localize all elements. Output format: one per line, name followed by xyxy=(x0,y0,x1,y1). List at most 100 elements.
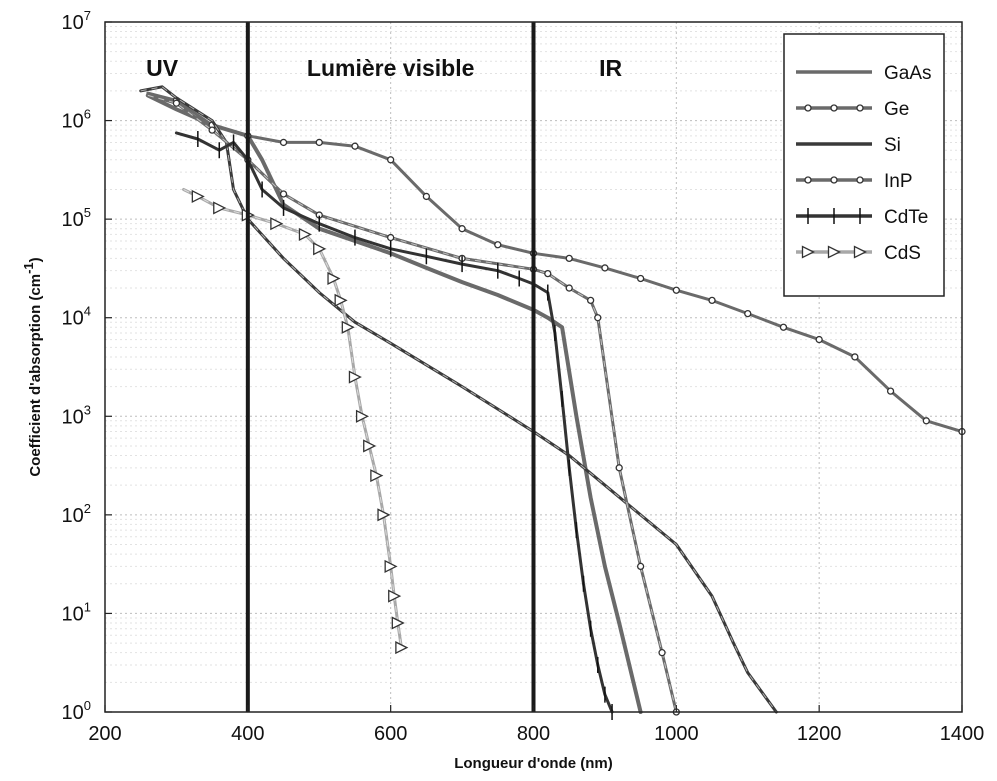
series-marker-circle xyxy=(744,309,752,318)
y-tick-exponent: 0 xyxy=(84,698,91,713)
legend-item-inp: InP xyxy=(796,171,913,192)
region-label: UV xyxy=(146,55,179,81)
series-line-dash xyxy=(147,94,677,713)
y-tick-label: 103 xyxy=(62,402,91,428)
series-marker-triangle xyxy=(370,469,384,483)
series-marker-circle xyxy=(544,269,552,278)
y-tick-exponent: 2 xyxy=(84,501,91,516)
series-line xyxy=(145,93,643,714)
x-tick-label: 400 xyxy=(231,723,264,745)
y-tick-base: 10 xyxy=(62,702,84,724)
region-label: IR xyxy=(599,55,622,81)
region-dividers xyxy=(245,22,536,712)
series-marker-circle xyxy=(636,562,645,571)
x-tick-label: 1000 xyxy=(654,723,699,745)
series-marker-circle xyxy=(672,286,680,294)
legend-item-ge: Ge xyxy=(796,99,909,120)
series-marker-circle xyxy=(708,296,716,305)
series-gaas xyxy=(145,93,643,714)
series-marker-circle xyxy=(387,156,395,164)
series-marker-triangle xyxy=(395,641,409,655)
series-marker-circle xyxy=(636,274,645,283)
series-line xyxy=(146,91,964,434)
x-tick-label: 1400 xyxy=(940,723,985,745)
y-tick-label: 100 xyxy=(62,698,91,724)
y-tick-base: 10 xyxy=(62,603,84,625)
y-tick-exponent: 1 xyxy=(84,599,91,614)
series-inp xyxy=(146,93,680,716)
x-axis-title: Longueur d'onde (nm) xyxy=(454,755,613,772)
series-marker-circle xyxy=(779,323,788,331)
series-marker-triangle xyxy=(341,320,355,334)
y-tick-label: 104 xyxy=(62,304,91,330)
legend-label: GaAs xyxy=(884,63,932,84)
series-marker-triangle xyxy=(348,370,362,384)
y-tick-label: 105 xyxy=(62,205,91,231)
x-tick-label: 800 xyxy=(517,723,550,745)
series-marker-triangle xyxy=(388,589,402,603)
y-axis-title-sup: -1 xyxy=(21,262,36,274)
y-tick-exponent: 5 xyxy=(84,205,91,220)
series-marker-triangle xyxy=(270,217,284,231)
series-marker-triangle xyxy=(377,508,391,522)
series-marker-triangle xyxy=(355,409,370,423)
y-tick-base: 10 xyxy=(62,406,84,428)
legend-label: Si xyxy=(884,135,901,156)
legend-label: CdS xyxy=(884,243,921,264)
series-marker-circle xyxy=(494,241,502,249)
series-marker-circle xyxy=(458,225,466,233)
series-marker-circle xyxy=(279,190,288,198)
series-marker-circle xyxy=(565,284,573,292)
series-marker-circle xyxy=(856,176,864,184)
series-marker-circle xyxy=(886,387,895,395)
x-tick-labels: 200 400 600 800 1000 1200 1400 xyxy=(88,705,984,745)
series-marker-circle xyxy=(351,142,359,150)
legend-item-cdte: CdTe xyxy=(796,207,928,228)
series-marker-circle xyxy=(279,138,288,147)
y-tick-base: 10 xyxy=(62,308,84,330)
series-marker-triangle xyxy=(313,242,327,256)
series-marker-circle xyxy=(315,138,323,147)
y-tick-label: 102 xyxy=(62,501,91,527)
series-marker-circle xyxy=(856,104,864,112)
x-tick-label: 1200 xyxy=(797,723,842,745)
series-marker-circle xyxy=(830,104,838,112)
series-line-dash xyxy=(140,86,777,713)
y-tick-label: 107 xyxy=(62,8,91,34)
series-marker-circle xyxy=(804,176,812,184)
y-tick-base: 10 xyxy=(62,111,84,133)
region-label: Lumière visible xyxy=(307,55,474,81)
y-tick-base: 10 xyxy=(62,12,84,34)
series-marker-circle xyxy=(172,99,181,107)
y-tick-exponent: 4 xyxy=(84,304,91,319)
series-marker-triangle xyxy=(853,245,867,259)
series-marker-triangle xyxy=(827,245,841,259)
series-marker-triangle xyxy=(363,439,377,453)
series-marker-circle xyxy=(387,233,395,242)
y-tick-exponent: 7 xyxy=(84,8,91,23)
series-marker-circle xyxy=(422,192,431,201)
series-marker-triangle xyxy=(298,227,312,241)
y-tick-label: 101 xyxy=(62,599,91,625)
series-marker-circle xyxy=(208,126,216,134)
legend-item-cds: CdS xyxy=(796,243,921,264)
y-tick-label: 106 xyxy=(62,107,91,133)
series-marker-triangle xyxy=(391,616,405,630)
legend-label: InP xyxy=(884,171,913,192)
legend-label: CdTe xyxy=(884,207,928,228)
series-marker-circle xyxy=(615,464,623,472)
legend-item-si: Si xyxy=(796,135,901,156)
series-marker-circle xyxy=(658,649,666,657)
y-tick-base: 10 xyxy=(62,505,84,527)
y-axis-title-main: Coefficient d'absorption (cm xyxy=(27,274,44,477)
x-tick-label: 200 xyxy=(88,723,121,745)
series-marker-circle xyxy=(565,254,573,263)
series-marker-triangle xyxy=(384,559,398,573)
y-tick-exponent: 6 xyxy=(84,107,91,122)
series-marker-circle xyxy=(922,417,930,425)
series-marker-circle xyxy=(851,353,859,361)
series-marker-circle xyxy=(815,335,823,344)
series-marker-triangle xyxy=(334,293,348,307)
